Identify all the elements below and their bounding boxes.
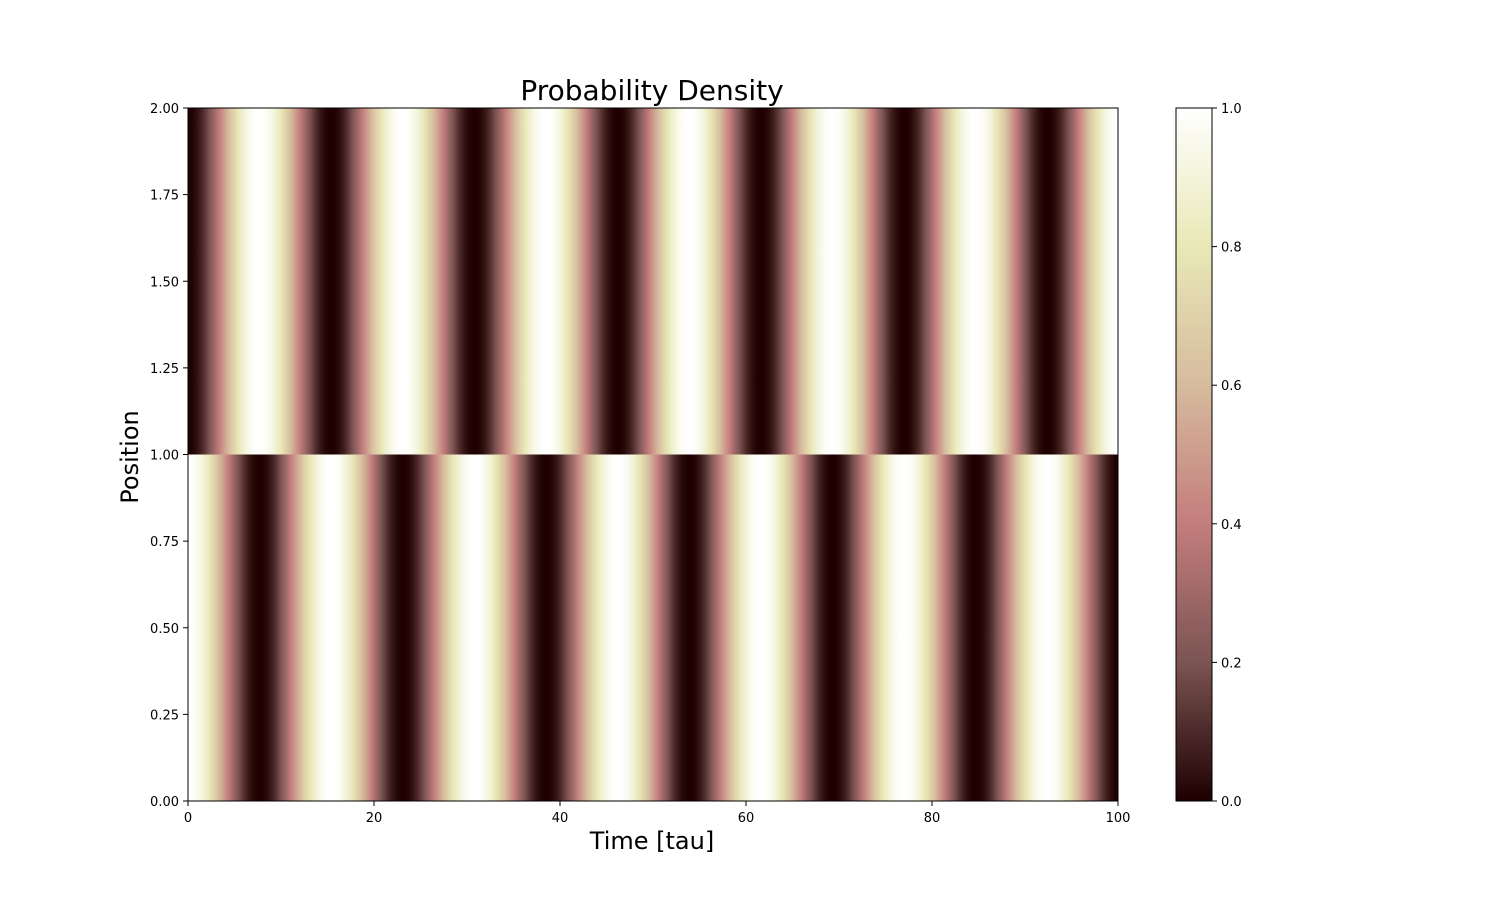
heatmap-region-upper (188, 108, 1118, 455)
x-tick-label: 0 (184, 811, 192, 826)
colorbar-tick-label: 1.0 (1221, 102, 1242, 117)
x-tick-label: 20 (366, 811, 383, 826)
y-axis-label: Position (116, 410, 144, 503)
x-tick-label: 60 (738, 811, 755, 826)
x-axis-label: Time [tau] (589, 827, 714, 855)
x-tick-label: 80 (924, 811, 941, 826)
y-tick-label: 1.00 (150, 449, 179, 464)
y-tick-label: 0.50 (150, 622, 179, 637)
colorbar-ticks: 0.0 0.2 0.4 0.6 0.8 1.0 (1212, 102, 1242, 810)
x-axis-ticks: 0 20 40 60 80 100 (184, 801, 1131, 826)
y-tick-label: 1.25 (150, 362, 179, 377)
y-tick-label: 0.25 (150, 708, 179, 723)
x-tick-label: 100 (1106, 811, 1131, 826)
heatmap-plot (188, 108, 1118, 801)
chart-title: Probability Density (520, 74, 783, 107)
colorbar-tick-label: 0.2 (1221, 656, 1242, 671)
x-tick-label: 40 (552, 811, 569, 826)
y-tick-label: 1.50 (150, 275, 179, 290)
colorbar (1175, 107, 1213, 802)
heatmap-region-lower (188, 454, 1118, 801)
colorbar-tick-label: 0.0 (1221, 795, 1242, 810)
y-tick-label: 0.00 (150, 795, 179, 810)
y-axis-ticks: 0.00 0.25 0.50 0.75 1.00 1.25 1.50 1.75 2.00 (150, 102, 188, 810)
colorbar-tick-label: 0.8 (1221, 241, 1242, 256)
y-tick-label: 2.00 (150, 102, 179, 117)
y-tick-label: 0.75 (150, 535, 179, 550)
y-tick-label: 1.75 (150, 189, 179, 204)
colorbar-tick-label: 0.4 (1221, 518, 1242, 533)
colorbar-tick-label: 0.6 (1221, 379, 1242, 394)
